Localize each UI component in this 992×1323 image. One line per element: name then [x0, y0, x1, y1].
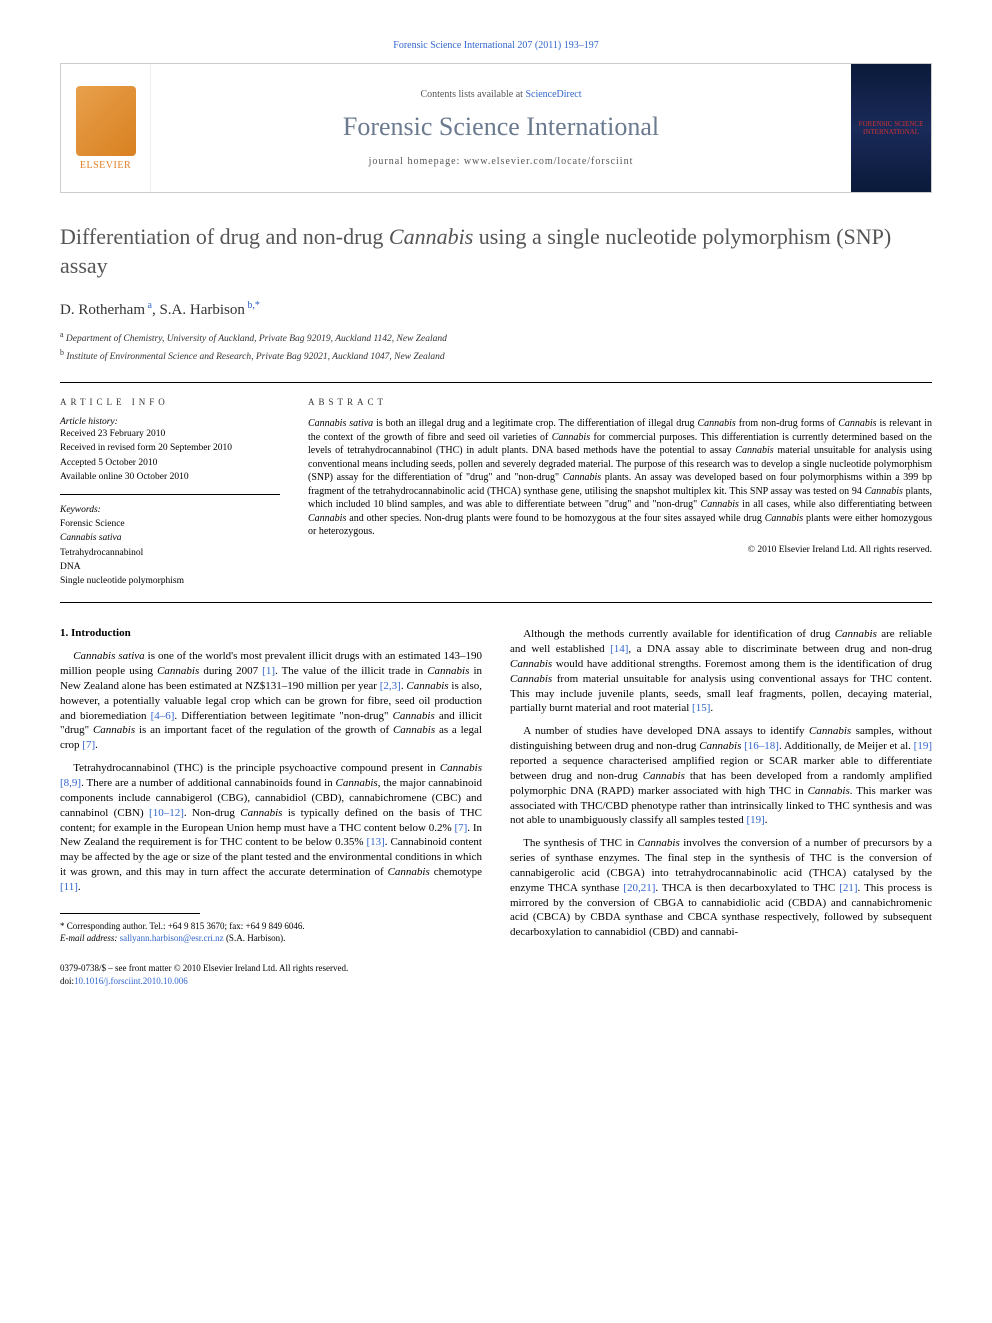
affiliation-line: b Institute of Environmental Science and… [60, 347, 932, 364]
keyword-line: Tetrahydrocannabinol [60, 546, 280, 560]
keyword-line: Cannabis sativa [60, 531, 280, 545]
doi-line: doi:10.1016/j.forsciint.2010.10.006 [60, 975, 932, 988]
body-column-right: Although the methods currently available… [510, 627, 932, 948]
article-info-column: ARTICLE INFO Article history: Received 2… [60, 397, 280, 588]
corr-author-line: * Corresponding author. Tel.: +64 9 815 … [60, 920, 482, 933]
doi-prefix: doi: [60, 976, 74, 986]
keywords-label: Keywords: [60, 505, 280, 515]
email-label: E-mail address: [60, 933, 120, 943]
footnote-separator [60, 913, 200, 914]
bottom-matter: 0379-0738/$ – see front matter © 2010 El… [60, 962, 932, 987]
journal-cover-thumbnail[interactable]: FORENSIC SCIENCE INTERNATIONAL [851, 64, 931, 192]
header-center: Contents lists available at ScienceDirec… [151, 64, 851, 192]
contents-prefix: Contents lists available at [420, 89, 525, 100]
contents-available-line: Contents lists available at ScienceDirec… [420, 89, 581, 100]
email-suffix: (S.A. Harbison). [224, 933, 286, 943]
cover-text: FORENSIC SCIENCE INTERNATIONAL [855, 120, 927, 136]
history-line: Accepted 5 October 2010 [60, 456, 280, 470]
journal-homepage-line: journal homepage: www.elsevier.com/locat… [369, 156, 634, 167]
title-pre: Differentiation of drug and non-drug [60, 224, 389, 249]
corr-email-link[interactable]: sallyann.harbison@esr.cri.nz [120, 933, 224, 943]
journal-header-box: ELSEVIER Contents lists available at Sci… [60, 63, 932, 193]
history-line: Received 23 February 2010 [60, 427, 280, 441]
abstract-text: Cannabis sativa is both an illegal drug … [308, 417, 932, 539]
abstract-column: ABSTRACT Cannabis sativa is both an ille… [308, 397, 932, 588]
authors: D. Rotherham a, S.A. Harbison b,* [60, 300, 932, 319]
body-paragraph: A number of studies have developed DNA a… [510, 724, 932, 828]
body-paragraph: Tetrahydrocannabinol (THC) is the princi… [60, 761, 482, 895]
homepage-url[interactable]: www.elsevier.com/locate/forsciint [464, 156, 634, 167]
affiliations: a Department of Chemistry, University of… [60, 329, 932, 364]
keyword-line: Forensic Science [60, 517, 280, 531]
doi-link[interactable]: 10.1016/j.forsciint.2010.10.006 [74, 976, 188, 986]
elsevier-tree-icon [76, 86, 136, 156]
article-title: Differentiation of drug and non-drug Can… [60, 223, 932, 280]
body-column-left: 1. Introduction Cannabis sativa is one o… [60, 627, 482, 948]
body-paragraph: The synthesis of THC in Cannabis involve… [510, 836, 932, 940]
sciencedirect-link[interactable]: ScienceDirect [525, 89, 581, 100]
body-paragraph: Although the methods currently available… [510, 627, 932, 716]
title-italic: Cannabis [389, 224, 473, 249]
section-1-heading: 1. Introduction [60, 627, 482, 639]
elsevier-label: ELSEVIER [80, 160, 131, 171]
info-abstract-row: ARTICLE INFO Article history: Received 2… [60, 382, 932, 603]
corresponding-author-footnote: * Corresponding author. Tel.: +64 9 815 … [60, 920, 482, 945]
history-line: Received in revised form 20 September 20… [60, 441, 280, 455]
issn-line: 0379-0738/$ – see front matter © 2010 El… [60, 962, 932, 975]
journal-name: Forensic Science International [343, 112, 659, 142]
abstract-label: ABSTRACT [308, 397, 932, 407]
article-history-label: Article history: [60, 417, 280, 427]
running-header: Forensic Science International 207 (2011… [60, 40, 932, 51]
corr-email-line: E-mail address: sallyann.harbison@esr.cr… [60, 932, 482, 945]
keyword-line: DNA [60, 560, 280, 574]
article-history-block: Article history: Received 23 February 20… [60, 417, 280, 495]
affiliation-line: a Department of Chemistry, University of… [60, 329, 932, 346]
homepage-prefix: journal homepage: [369, 156, 464, 167]
history-line: Available online 30 October 2010 [60, 470, 280, 484]
body-paragraph: Cannabis sativa is one of the world's mo… [60, 649, 482, 753]
elsevier-logo[interactable]: ELSEVIER [61, 64, 151, 192]
keyword-line: Single nucleotide polymorphism [60, 574, 280, 588]
article-info-label: ARTICLE INFO [60, 397, 280, 407]
keywords-block: Keywords: Forensic ScienceCannabis sativ… [60, 505, 280, 588]
body-columns: 1. Introduction Cannabis sativa is one o… [60, 627, 932, 948]
abstract-copyright: © 2010 Elsevier Ireland Ltd. All rights … [308, 545, 932, 555]
